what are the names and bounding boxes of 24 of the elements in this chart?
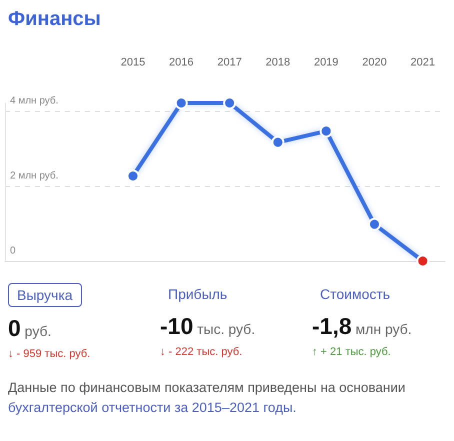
x-tick-label: 2020 bbox=[362, 56, 387, 68]
x-tick-label: 2016 bbox=[169, 56, 194, 68]
text: Стоимость bbox=[319, 285, 392, 304]
x-tick-label: 2021 bbox=[410, 56, 436, 68]
text: Прибыль bbox=[167, 285, 228, 304]
text: Данные по финансовым показателям приведены на основании bbox=[8, 380, 406, 395]
text: тыс. руб. bbox=[196, 321, 256, 337]
y-tick-label: 4 млн руб. bbox=[10, 96, 58, 107]
x-tick-label: 2018 bbox=[266, 56, 290, 68]
text: Выручка bbox=[8, 283, 82, 307]
text: бухгалтерской отчетности за 2015–2021 годы. bbox=[8, 400, 296, 415]
text: ↓ - 959 тыс. руб. bbox=[8, 348, 90, 360]
text: млн руб. bbox=[354, 321, 412, 337]
text: руб. bbox=[24, 323, 52, 339]
x-tick-label: 2017 bbox=[217, 56, 242, 68]
text: ↓ - 222 тыс. руб. bbox=[160, 346, 244, 358]
text: ↑ + 21 тыс. руб. bbox=[312, 346, 392, 358]
x-tick-label: 2015 bbox=[120, 56, 146, 68]
y-tick-label: 2 млн руб. bbox=[10, 170, 58, 182]
text: -10 bbox=[160, 313, 194, 339]
x-tick-label: 2019 bbox=[314, 56, 338, 68]
y-tick-label: 0 bbox=[10, 246, 16, 256]
text: -1,8 bbox=[312, 313, 352, 339]
chart-title: Финансы bbox=[8, 8, 101, 31]
